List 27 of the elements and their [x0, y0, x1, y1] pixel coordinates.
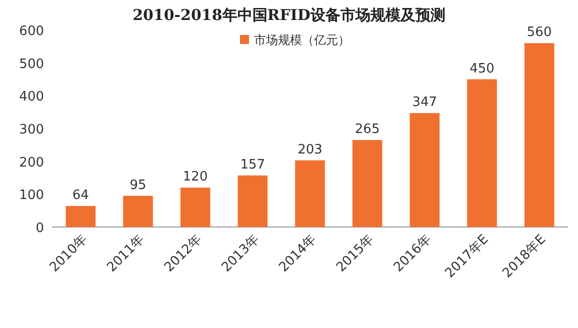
data-label: 95	[130, 178, 146, 193]
bar	[410, 113, 440, 227]
y-tick-label: 100	[19, 188, 44, 204]
y-tick-label: 300	[19, 122, 44, 138]
bar	[524, 43, 554, 227]
bar	[123, 196, 153, 227]
chart-title: 2010-2018年中国RFID设备市场规模及预测	[132, 6, 446, 24]
data-label: 120	[182, 170, 208, 185]
bar	[467, 79, 497, 227]
y-tick-label: 0	[36, 221, 44, 236]
y-tick-label: 600	[19, 24, 44, 39]
data-label: 265	[354, 122, 380, 137]
data-label: 450	[470, 61, 494, 76]
bar	[352, 140, 382, 227]
bar	[66, 206, 96, 227]
bar	[238, 175, 268, 227]
data-label: 64	[72, 188, 89, 203]
y-tick-label: 400	[19, 90, 44, 105]
legend-label: 市场规模（亿元）	[254, 33, 350, 47]
y-tick-label: 200	[19, 155, 44, 170]
data-label: 560	[526, 25, 552, 40]
y-tick-label: 500	[19, 56, 44, 72]
data-label: 347	[412, 95, 438, 110]
data-label: 157	[240, 157, 266, 172]
data-label: 203	[298, 142, 322, 158]
bar	[180, 188, 210, 227]
bar	[295, 160, 325, 227]
